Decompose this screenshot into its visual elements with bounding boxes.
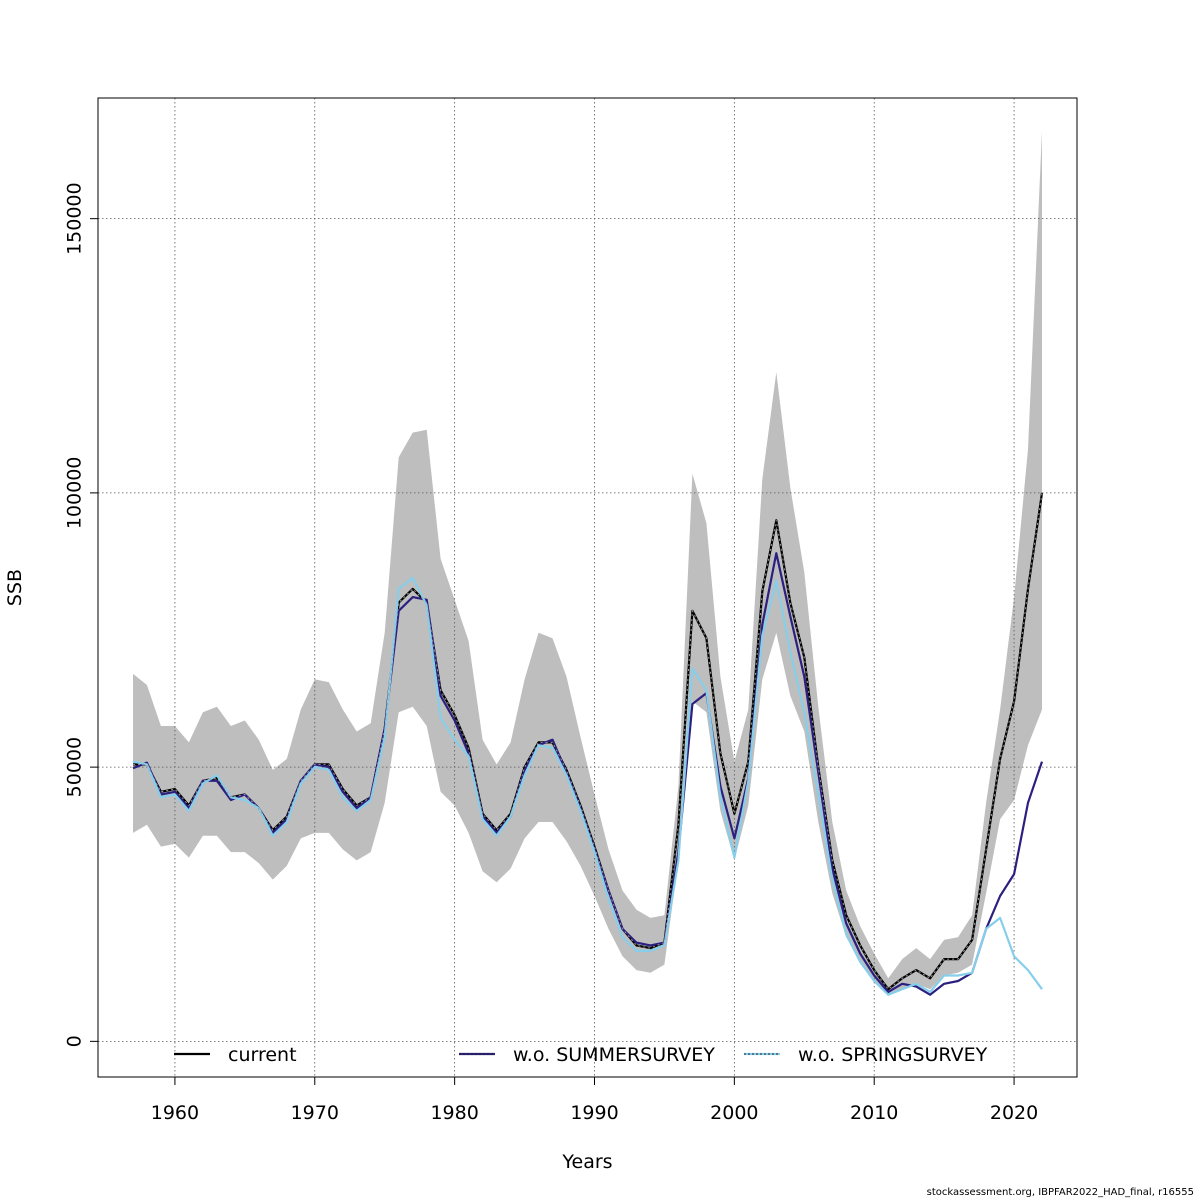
x-axis-title: Years <box>561 1151 612 1173</box>
series-dotted-overlay <box>133 492 1043 990</box>
y-tick-label-150000: 150000 <box>64 182 86 255</box>
x-tick-label-2020: 2020 <box>990 1102 1038 1124</box>
x-tick-label-2000: 2000 <box>710 1102 758 1124</box>
y-tick-label-50000: 50000 <box>64 737 86 797</box>
series-line-w-o-springsurvey <box>132 576 1043 996</box>
confidence-band-layer <box>133 130 1042 995</box>
legend: current w.o. SUMMERSURVEY w.o. SPRINGSURVE… <box>174 1044 988 1066</box>
x-tick-label-1980: 1980 <box>430 1102 478 1124</box>
x-tick-label-1970: 1970 <box>291 1102 339 1124</box>
legend-label-w-o-summersurvey: w.o. SUMMERSURVEY <box>513 1044 715 1066</box>
plot-frame <box>97 97 1078 1078</box>
series-line-current <box>133 492 1044 991</box>
y-tick-label-100000: 100000 <box>64 457 86 530</box>
y-axis-title: SSB <box>4 569 26 606</box>
axes-layer: 1960 1970 1980 1990 2000 2010 2020 0 50000 100000… <box>64 182 1039 1124</box>
x-tick-label-1990: 1990 <box>570 1102 618 1124</box>
legend-label-current: current <box>228 1044 297 1066</box>
x-tick-label-2010: 2010 <box>850 1102 898 1124</box>
footer-credit: stockassessment.org, IBPFAR2022_HAD_fina… <box>926 1187 1194 1198</box>
legend-label-w-o-springsurvey: w.o. SPRINGSURVEY <box>798 1044 988 1066</box>
x-tick-label-1960: 1960 <box>151 1102 199 1124</box>
y-tick-label-0: 0 <box>64 1035 86 1047</box>
grid-layer <box>98 98 1077 1077</box>
confidence-band <box>133 130 1042 995</box>
series-layer <box>132 492 1044 996</box>
